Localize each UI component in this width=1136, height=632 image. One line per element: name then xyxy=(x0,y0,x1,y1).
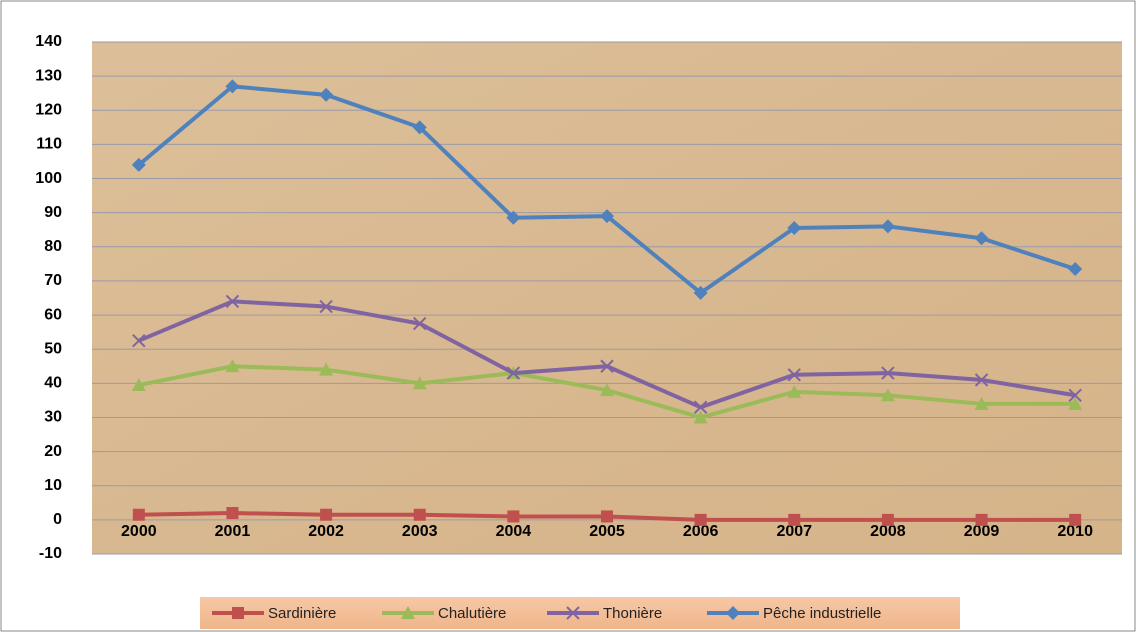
marker xyxy=(787,368,801,382)
marker xyxy=(412,120,427,135)
marker xyxy=(1068,388,1082,402)
legend-label: Pêche industrielle xyxy=(763,605,881,622)
x-tick-label: 2008 xyxy=(870,523,906,540)
marker xyxy=(225,294,240,309)
marker xyxy=(880,219,895,234)
marker xyxy=(226,507,239,520)
marker xyxy=(693,400,708,414)
x-tick-label: 2003 xyxy=(402,523,438,540)
y-tick-label: 30 xyxy=(44,409,62,426)
x-tick-label: 2000 xyxy=(121,523,157,540)
x-tick-label: 2007 xyxy=(776,523,812,540)
y-tick-label: 70 xyxy=(44,272,62,289)
marker xyxy=(132,333,146,348)
marker xyxy=(600,359,614,373)
marker xyxy=(693,285,708,300)
y-tick-label: 110 xyxy=(36,136,62,153)
marker xyxy=(1068,261,1083,276)
y-tick-label: 100 xyxy=(35,170,62,187)
marker xyxy=(401,606,415,619)
y-tick-label: 50 xyxy=(44,340,62,357)
marker xyxy=(506,366,521,380)
marker xyxy=(787,384,802,398)
marker xyxy=(566,606,580,620)
x-tick-label: 2006 xyxy=(683,523,719,540)
y-tick-label: 120 xyxy=(35,101,62,118)
y-tick-label: -10 xyxy=(39,545,62,562)
marker xyxy=(225,359,240,373)
marker xyxy=(600,209,614,224)
y-tick-label: 80 xyxy=(44,238,62,255)
y-tick-label: 140 xyxy=(35,33,62,50)
y-tick-label: 0 xyxy=(53,511,62,528)
marker xyxy=(131,157,146,172)
x-tick-label: 2004 xyxy=(496,523,532,540)
legend-label: Thonière xyxy=(603,605,662,622)
marker xyxy=(694,513,707,526)
marker xyxy=(600,383,614,397)
marker xyxy=(412,376,427,390)
marker xyxy=(319,362,334,376)
marker xyxy=(788,513,801,526)
marker xyxy=(880,388,895,402)
marker xyxy=(507,510,520,523)
marker xyxy=(726,606,740,620)
y-tick-label: 10 xyxy=(44,477,62,494)
marker xyxy=(1069,513,1082,526)
legend-label: Sardinière xyxy=(268,605,336,622)
y-tick-label: 90 xyxy=(44,204,62,221)
marker xyxy=(974,396,989,410)
x-tick-label: 2002 xyxy=(308,523,344,540)
plot-background xyxy=(92,42,1122,554)
marker xyxy=(601,510,613,523)
marker xyxy=(787,221,802,236)
marker xyxy=(319,87,334,102)
x-tick-label: 2010 xyxy=(1057,523,1093,540)
marker xyxy=(413,316,427,331)
marker xyxy=(131,378,146,392)
marker xyxy=(506,210,521,225)
y-tick-label: 20 xyxy=(44,443,62,460)
marker xyxy=(132,508,145,521)
marker xyxy=(232,607,244,619)
marker xyxy=(881,513,894,526)
marker xyxy=(881,366,895,380)
marker xyxy=(974,231,989,246)
marker xyxy=(975,513,988,526)
marker xyxy=(319,299,333,314)
marker xyxy=(693,410,708,424)
marker xyxy=(1068,396,1083,410)
marker xyxy=(225,79,240,94)
marker xyxy=(320,508,333,521)
x-tick-label: 2005 xyxy=(589,523,625,540)
legend-label: Chalutière xyxy=(438,605,506,622)
x-tick-label: 2001 xyxy=(215,523,251,540)
y-tick-label: 60 xyxy=(44,306,62,323)
marker xyxy=(413,508,426,521)
x-tick-label: 2009 xyxy=(964,523,1000,540)
y-tick-label: 40 xyxy=(44,375,62,392)
marker xyxy=(974,373,989,387)
y-tick-label: 130 xyxy=(35,67,62,84)
